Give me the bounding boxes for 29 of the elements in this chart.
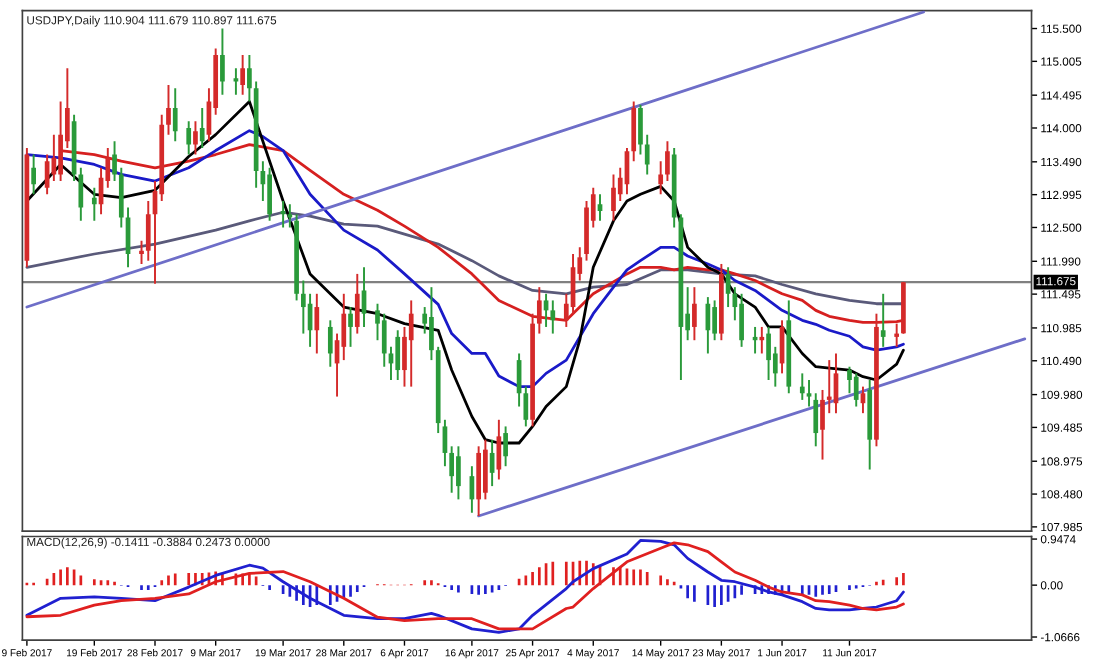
candlestick bbox=[611, 173, 616, 222]
candlestick bbox=[267, 166, 272, 222]
candlestick bbox=[759, 325, 765, 355]
candlestick bbox=[31, 153, 36, 196]
candlestick bbox=[233, 67, 239, 96]
candlestick bbox=[503, 425, 508, 468]
candlestick bbox=[880, 292, 886, 348]
candlestick bbox=[314, 292, 320, 355]
candlestick bbox=[476, 445, 481, 517]
line-series bbox=[25, 210, 905, 306]
candlestick bbox=[456, 445, 461, 501]
candlestick bbox=[91, 186, 97, 222]
candlestick bbox=[240, 54, 246, 96]
candlestick bbox=[172, 87, 178, 143]
candlestick bbox=[220, 27, 225, 96]
candlestick bbox=[186, 120, 192, 156]
candlestick bbox=[199, 107, 205, 149]
candlestick bbox=[550, 299, 556, 335]
candlestick bbox=[799, 372, 805, 401]
candlestick bbox=[395, 329, 401, 381]
candlestick bbox=[327, 319, 333, 368]
candlestick bbox=[739, 292, 744, 348]
candlestick bbox=[766, 325, 771, 381]
candlestick bbox=[597, 193, 603, 222]
candlestick bbox=[853, 372, 859, 408]
candlestick bbox=[348, 306, 353, 348]
candlestick bbox=[354, 272, 360, 335]
candlestick bbox=[692, 286, 697, 342]
candlestick bbox=[408, 299, 414, 388]
